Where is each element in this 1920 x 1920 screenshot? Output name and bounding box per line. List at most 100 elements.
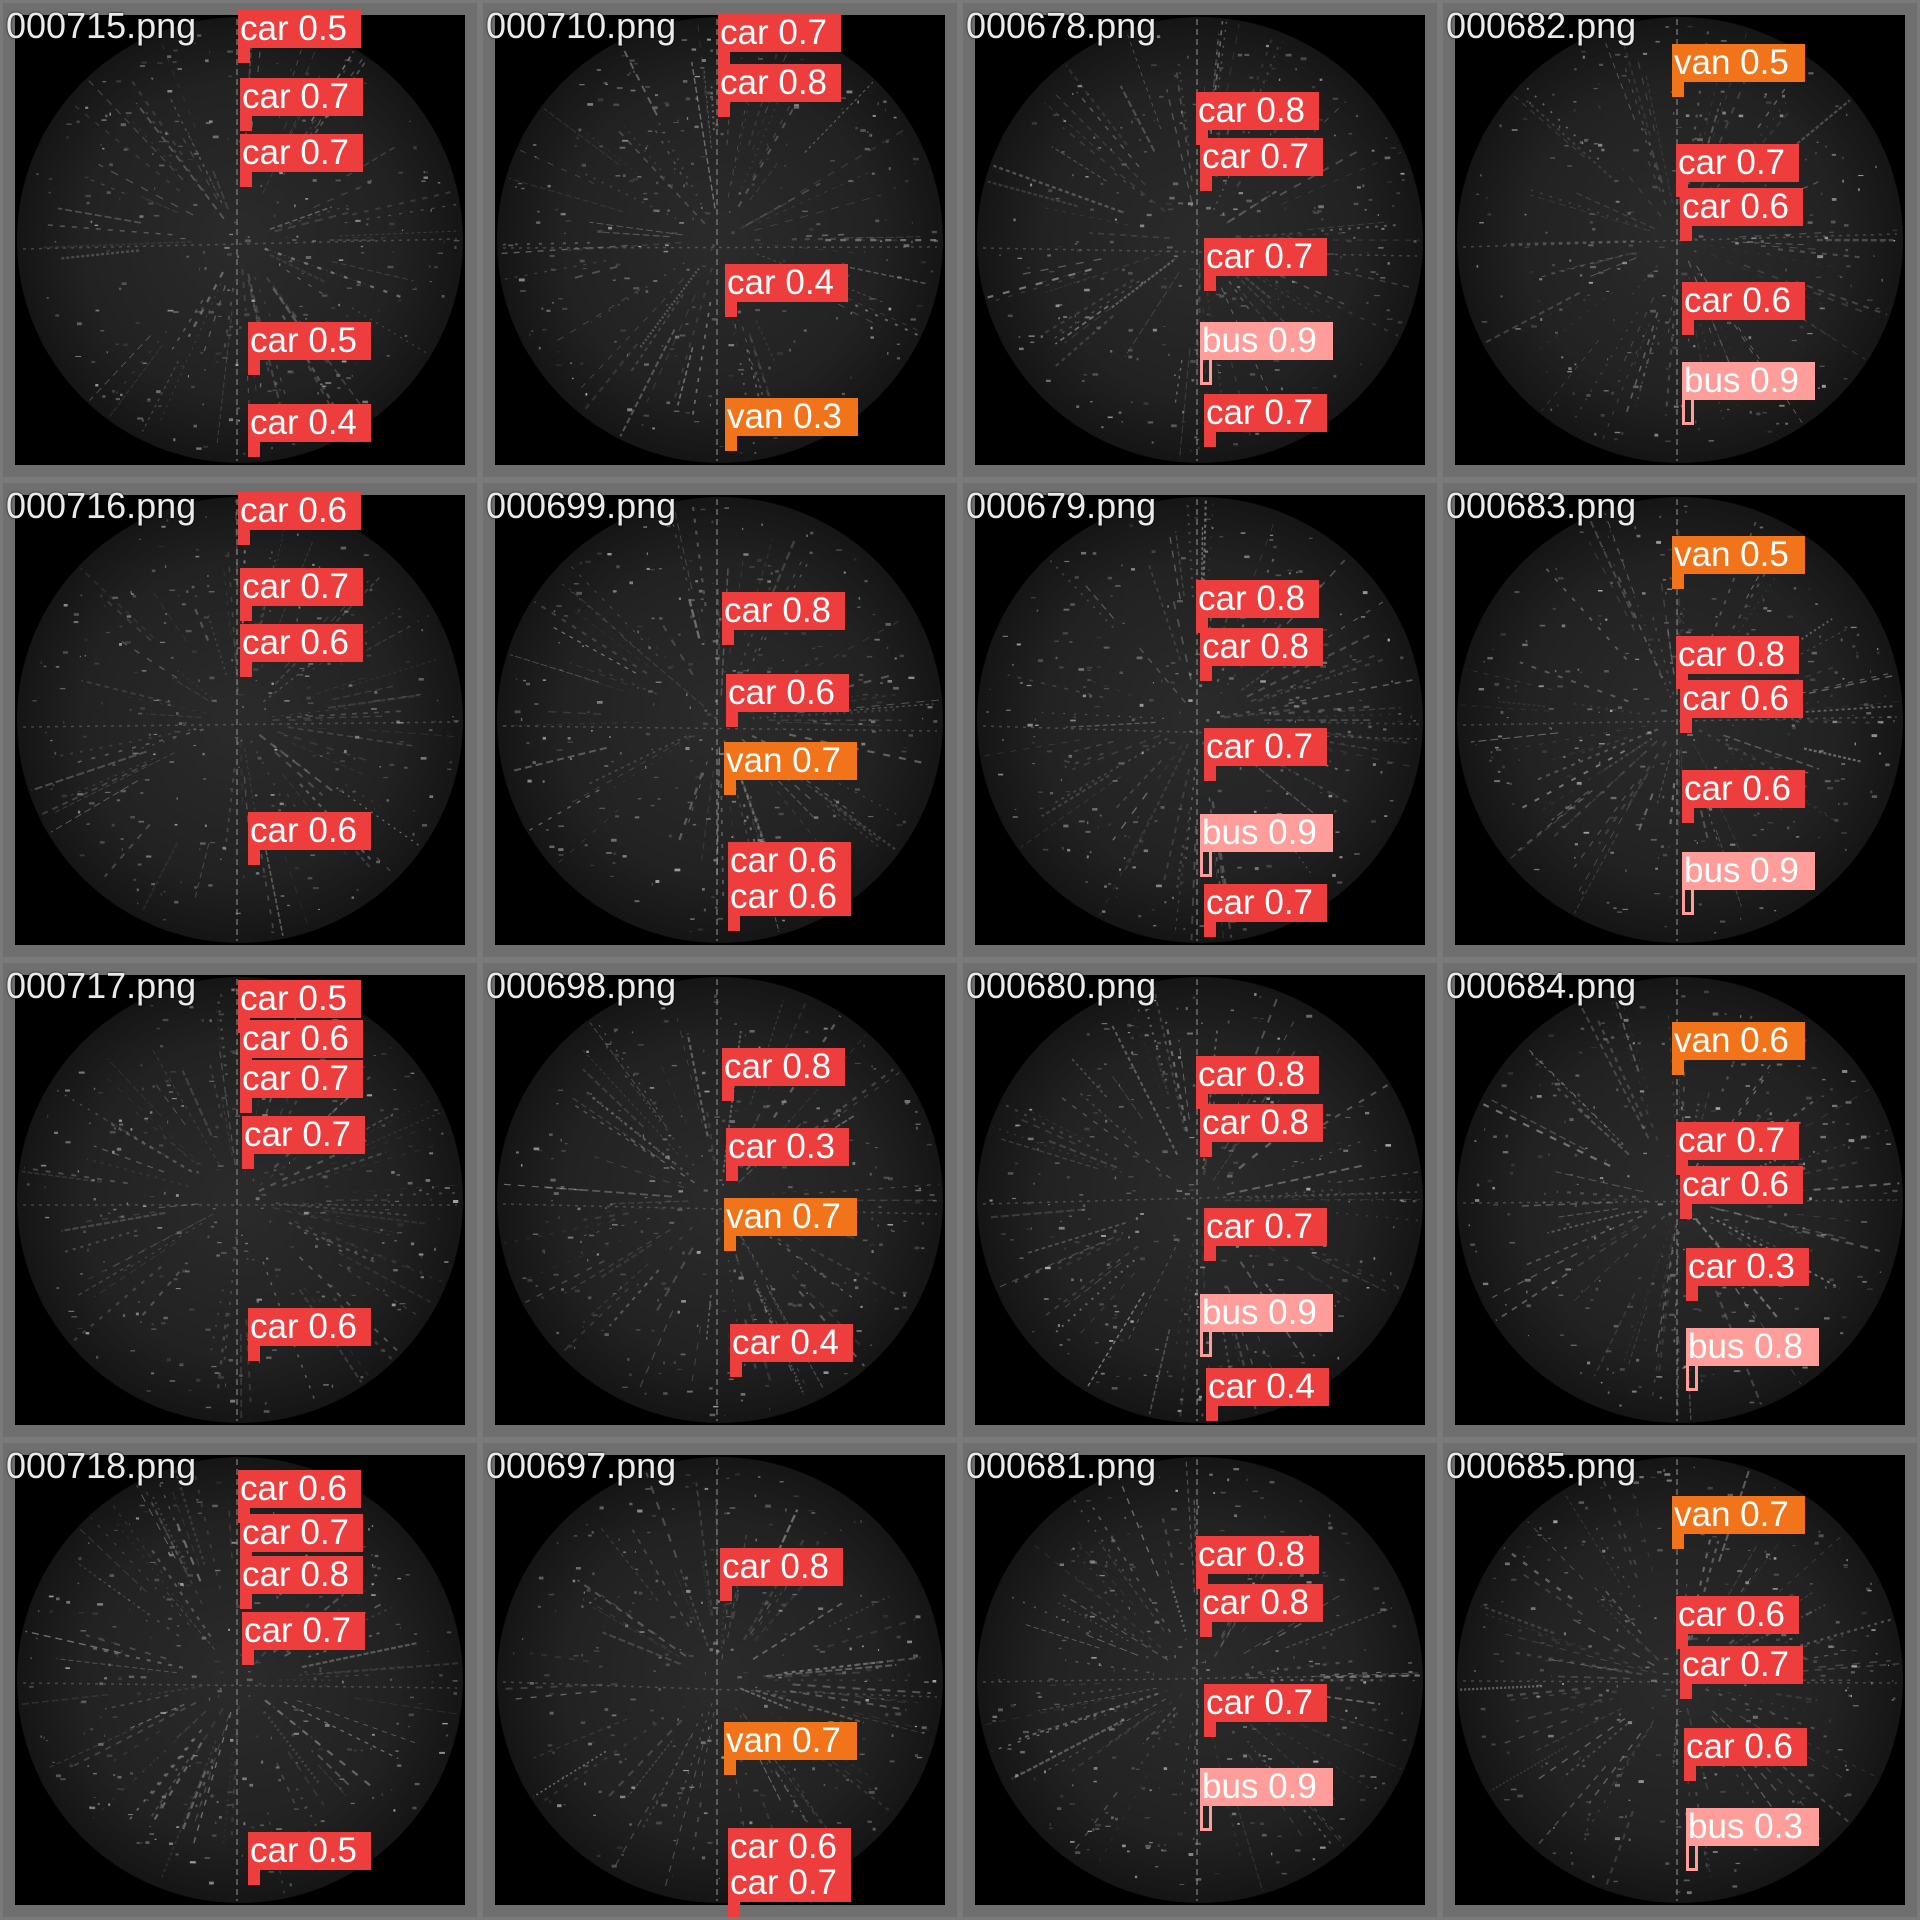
tile-frame (3, 483, 477, 957)
bounding-box (1206, 1406, 1218, 1421)
file-name: 000681.png (966, 1445, 1157, 1486)
detection-label: car 0.6 (248, 812, 371, 850)
bounding-box (1204, 766, 1216, 781)
detection-confidence: 0.6 (1740, 679, 1790, 718)
result-tile: 000678.png car 0.8 car 0.7 car 0.7 bus 0.9 ca… (960, 0, 1440, 480)
bounding-box (1682, 890, 1694, 915)
tile-frame (483, 963, 957, 1437)
detection-label: car 0.6 (728, 878, 851, 916)
detection-confidence: 0.7 (300, 1059, 350, 1098)
detection-confidence: 0.7 (1264, 883, 1314, 922)
detection-confidence: 0.3 (786, 1127, 836, 1166)
result-tile: 000684.png van 0.6 car 0.7 car 0.6 car 0.3 bu… (1440, 960, 1920, 1440)
detection-confidence: 0.7 (792, 741, 841, 780)
detection-class: car (1208, 1367, 1257, 1406)
detection-confidence: 0.6 (1736, 1595, 1786, 1634)
detection-confidence: 0.5 (298, 9, 348, 48)
detection-confidence: 0.6 (1740, 1021, 1789, 1060)
detection-confidence: 0.7 (1260, 137, 1310, 176)
detection-class: car (720, 13, 769, 52)
radar-image (975, 1455, 1425, 1905)
detection-class: car (242, 133, 291, 172)
result-tile: 000717.png car 0.5 car 0.6 car 0.7 car 0.7 ca… (0, 960, 480, 1440)
bounding-box (1682, 808, 1694, 823)
radar-scan-image (497, 17, 943, 463)
detection-class: car (732, 1323, 781, 1362)
file-name: 000680.png (966, 965, 1157, 1006)
file-name: 000683.png (1446, 485, 1637, 526)
detection-class: car (722, 1547, 771, 1586)
tile-frame (963, 483, 1437, 957)
detection-label: car 0.8 (1676, 636, 1799, 674)
detection-label: bus 0.3 (1686, 1808, 1819, 1846)
detection-label: car 0.6 (1676, 1596, 1799, 1634)
bounding-box (1200, 360, 1212, 385)
detection-label: car 0.8 (240, 1556, 363, 1594)
detection-confidence: 0.8 (1256, 1055, 1306, 1094)
detection-confidence: 0.4 (785, 263, 835, 302)
file-name: 000718.png (6, 1445, 197, 1486)
bounding-box (1686, 1846, 1698, 1871)
detection-label: car 0.8 (1196, 1056, 1319, 1094)
bounding-box (1200, 666, 1212, 681)
detection-confidence: 0.8 (1256, 1535, 1306, 1574)
bounding-box (724, 1760, 736, 1775)
detection-label: bus 0.9 (1682, 852, 1815, 890)
detection-label: car 0.7 (1204, 884, 1327, 922)
detection-label: car 0.6 (726, 674, 849, 712)
detection-confidence: 0.6 (298, 1469, 348, 1508)
bounding-box (1200, 1622, 1212, 1637)
detection-label: car 0.7 (1200, 138, 1323, 176)
detection-confidence: 0.5 (308, 321, 358, 360)
bounding-box (725, 436, 737, 451)
detection-confidence: 0.4 (1266, 1367, 1316, 1406)
detection-label: car 0.6 (1680, 680, 1803, 718)
detection-confidence: 0.8 (1256, 579, 1306, 618)
bounding-box (1672, 1060, 1684, 1075)
detection-label: car 0.7 (240, 78, 363, 116)
detection-label: car 0.7 (240, 1514, 363, 1552)
detection-class: car (724, 591, 773, 630)
detection-label: car 0.7 (240, 1060, 363, 1098)
radar-scan-image (977, 1457, 1423, 1903)
detection-label: car 0.6 (238, 1470, 361, 1508)
radar-scan-image (497, 1457, 943, 1903)
result-tile: 000715.png car 0.5 car 0.7 car 0.7 car 0.5 ca… (0, 0, 480, 480)
file-name: 000685.png (1446, 1445, 1637, 1486)
detection-class: van (1674, 535, 1731, 574)
detection-label: car 0.4 (248, 404, 371, 442)
bounding-box (1204, 1246, 1216, 1261)
detection-class: van (1674, 1021, 1731, 1060)
detection-confidence: 0.7 (300, 1513, 350, 1552)
detection-confidence: 0.6 (1742, 769, 1792, 808)
radar-image (495, 15, 945, 465)
radar-image (15, 495, 465, 945)
detection-class: car (1202, 137, 1251, 176)
detection-class: van (726, 1721, 783, 1760)
bounding-box (724, 1236, 736, 1251)
detection-class: car (1206, 1207, 1255, 1246)
bounding-box (1200, 1806, 1212, 1831)
detection-confidence: 0.8 (300, 1555, 350, 1594)
detection-confidence: 0.5 (1740, 43, 1789, 82)
bounding-box (722, 1086, 734, 1101)
detection-label: bus 0.9 (1200, 814, 1333, 852)
detection-class: car (730, 877, 779, 916)
radar-image (495, 1455, 945, 1905)
detection-label: bus 0.8 (1686, 1328, 1819, 1366)
detection-confidence: 0.3 (793, 397, 842, 436)
detection-confidence: 0.5 (308, 1831, 358, 1870)
detection-class: car (1206, 237, 1255, 276)
detection-label: bus 0.9 (1682, 362, 1815, 400)
detection-class: car (242, 623, 291, 662)
bounding-box (718, 102, 730, 117)
detection-confidence: 0.7 (300, 567, 350, 606)
result-tile: 000710.png car 0.7 car 0.8 car 0.4 van 0.3 (480, 0, 960, 480)
detection-confidence: 0.7 (1264, 1207, 1314, 1246)
detection-class: car (242, 1019, 291, 1058)
detection-label: car 0.8 (718, 64, 841, 102)
detection-label: car 0.7 (1204, 394, 1327, 432)
detection-label: car 0.6 (1680, 1166, 1803, 1204)
detection-confidence: 0.6 (788, 1827, 838, 1866)
detection-confidence: 0.7 (302, 1611, 352, 1650)
